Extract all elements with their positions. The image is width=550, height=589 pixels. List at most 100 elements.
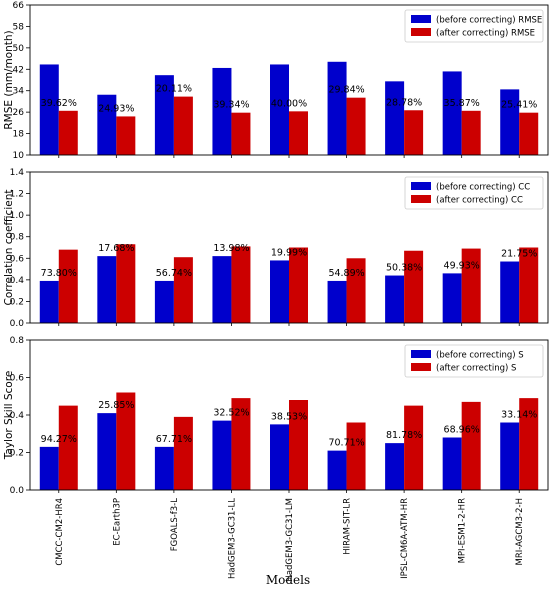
improvement-label: 24.93%: [98, 103, 134, 114]
y-tick-label: 26: [13, 108, 25, 118]
y-tick-label: 34: [13, 87, 25, 97]
bar-after-1: [58, 405, 78, 490]
x-tick-label: HIRAM-SIT-LR: [343, 498, 353, 555]
bar-before-3: [154, 446, 174, 490]
legend-swatch: [411, 363, 431, 371]
plot-frame: [29, 339, 549, 491]
bar-before-8: [442, 273, 462, 323]
bar-before-1: [39, 280, 59, 323]
improvement-label: 50.38%: [386, 263, 422, 274]
bar-after-2: [116, 244, 136, 323]
bar-before-7: [385, 275, 405, 323]
bar-after-9: [519, 247, 539, 323]
y-tick-label: 10: [13, 151, 25, 161]
bar-before-5: [270, 424, 289, 490]
legend-swatch: [411, 182, 431, 190]
improvement-label: 38.53%: [271, 411, 307, 422]
bar-after-3: [173, 96, 193, 155]
improvement-label: 29.84%: [328, 85, 364, 96]
legend-box: [404, 9, 544, 43]
bar-before-5: [270, 64, 289, 155]
y-tick-label: 0.0: [10, 319, 25, 329]
improvement-label: 35.87%: [444, 98, 480, 109]
bar-before-6: [327, 450, 347, 490]
panel-1: 10 18 26 34 42 50 58 66 RMSE (mm/month) 39.62% 24.…: [3, 1, 549, 161]
bar-before-4: [212, 256, 232, 323]
legend-box: [404, 176, 544, 210]
bar-before-7: [385, 443, 405, 490]
legend-swatch: [411, 28, 431, 36]
y-tick-label: 66: [13, 1, 25, 11]
x-axis-label: Models: [266, 573, 310, 587]
bar-after-7: [404, 250, 424, 323]
bar-after-6: [346, 258, 366, 323]
bar-after-2: [116, 392, 136, 490]
y-tick-label: 0.4: [10, 411, 25, 421]
bar-before-8: [442, 71, 462, 155]
x-tick-label: EC-Earth3P: [112, 498, 122, 546]
legend-entry: (before correcting) CC: [436, 183, 530, 193]
y-tick-label: 18: [13, 130, 25, 140]
legend-entry: (after correcting) S: [436, 364, 516, 374]
y-tick-label: 0.8: [10, 233, 25, 243]
bar-after-8: [461, 248, 481, 323]
bar-before-6: [327, 61, 347, 155]
legend-swatch: [411, 195, 431, 203]
y-tick-label: 42: [13, 65, 24, 75]
bar-before-4: [212, 67, 232, 155]
x-tick-label: HadGEM3-GC31-LL: [227, 498, 237, 579]
y-tick-label: 0.6: [10, 254, 25, 264]
bar-before-1: [39, 446, 59, 490]
improvement-label: 40.00%: [271, 98, 307, 109]
bar-after-6: [346, 97, 366, 155]
y-tick-label: 0.0: [10, 486, 25, 496]
bar-before-2: [97, 256, 117, 323]
improvement-label: 28.78%: [386, 97, 422, 108]
y-tick-label: 0.6: [10, 374, 25, 384]
x-tick-label: HadGEM3-GC31-LM: [285, 498, 295, 582]
plot-frame: [29, 171, 549, 324]
bar-after-7: [404, 405, 424, 490]
y-tick-label: 0.4: [10, 276, 25, 286]
legend-box: [404, 344, 544, 378]
improvement-label: 32.52%: [213, 408, 249, 419]
legend-entry: (after correcting) RMSE: [436, 29, 535, 39]
improvement-label: 81.78%: [386, 430, 422, 441]
legend-entry: (before correcting) RMSE: [436, 16, 542, 26]
improvement-label: 20.11%: [156, 84, 192, 95]
panel-2: 0.0 0.2 0.4 0.6 0.8 1.0 1.2 1.4 Correlation coef…: [3, 168, 549, 329]
improvement-label: 21.75%: [501, 249, 537, 260]
bar-before-3: [154, 75, 174, 155]
bar-after-3: [173, 257, 193, 323]
bar-before-2: [97, 94, 117, 155]
x-tick-label: IPSL-CM6A-ATM-HR: [400, 498, 410, 579]
x-tick-label: CMCC-CM2-HR4: [55, 498, 65, 566]
bar-before-6: [327, 280, 347, 323]
improvement-label: 68.96%: [444, 425, 480, 436]
improvement-label: 39.34%: [213, 100, 249, 111]
legend: (before correcting) CC (after correcting)…: [404, 176, 544, 210]
improvement-label: 56.74%: [156, 268, 192, 279]
y-axis-label: Taylor Skill Score: [3, 371, 15, 461]
y-tick-label: 1.4: [10, 168, 25, 178]
y-axis-label: Correlation coefficient: [3, 190, 15, 306]
improvement-label: 94.27%: [41, 434, 77, 445]
legend-swatch: [411, 350, 431, 358]
improvement-label: 54.89%: [328, 268, 364, 279]
bar-after-7: [404, 110, 424, 155]
bar-before-9: [500, 261, 520, 323]
bar-after-8: [461, 401, 481, 490]
y-tick-label: 1.0: [10, 211, 25, 221]
bar-after-1: [58, 110, 78, 155]
improvement-label: 49.93%: [444, 260, 480, 271]
improvement-label: 25.41%: [501, 100, 537, 111]
bar-after-9: [519, 112, 539, 155]
bar-before-2: [97, 413, 117, 490]
improvement-label: 17.68%: [98, 243, 134, 254]
bar-after-5: [289, 247, 308, 323]
bar-after-3: [173, 416, 193, 490]
bar-after-4: [231, 112, 251, 155]
improvement-label: 70.71%: [328, 438, 364, 449]
bar-after-6: [346, 422, 366, 490]
